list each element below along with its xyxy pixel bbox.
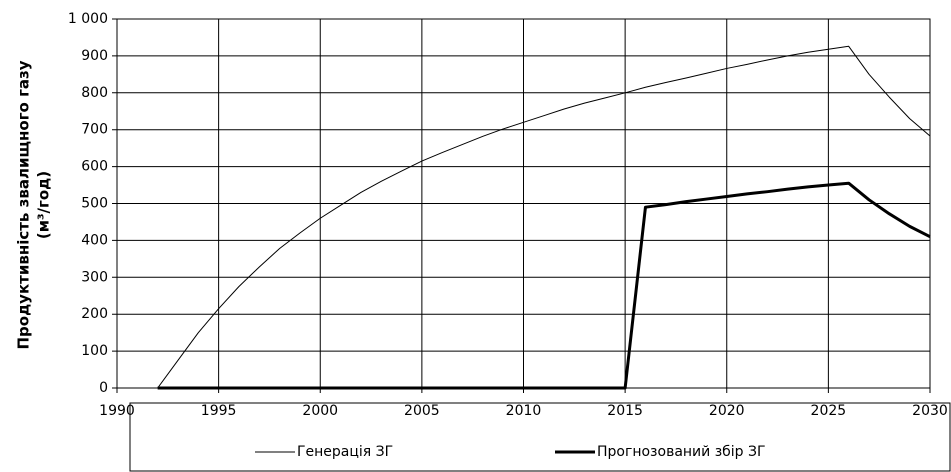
series-line <box>157 181 931 390</box>
y-label: Продуктивність звалищного газу <box>15 60 33 349</box>
y-tick-label: 800 <box>81 85 108 101</box>
y-tick-label: 100 <box>81 343 108 359</box>
x-tick-label: 2025 <box>811 403 847 419</box>
legend-label: Прогнозований збір ЗГ <box>597 444 766 460</box>
y-tick-label: 200 <box>81 306 108 322</box>
y-tick-label: 0 <box>99 380 108 396</box>
x-tick-label: 1995 <box>201 403 237 419</box>
y-tick-label: 700 <box>81 122 108 138</box>
x-tick-label: 2000 <box>302 403 338 419</box>
x-tick-label: 2015 <box>607 403 643 419</box>
legend-label: Генерація ЗГ <box>297 444 393 460</box>
y-tick-label: 1 000 <box>68 11 108 27</box>
y-tick-label: 300 <box>81 269 108 285</box>
x-tick-label: 2020 <box>709 403 745 419</box>
x-tick-label: 2005 <box>404 403 440 419</box>
y-tick-label: 500 <box>81 196 108 212</box>
series-line <box>157 45 931 389</box>
y-tick-label: 900 <box>81 48 108 64</box>
y-axis-title: Продуктивність звалищного газу (м³/год) <box>15 60 53 349</box>
x-tick-label: 1990 <box>99 403 135 419</box>
y-label-unit: (м³/год) <box>35 171 53 239</box>
legend-box <box>129 402 951 472</box>
y-tick-label: 400 <box>81 232 108 248</box>
x-tick-label: 2030 <box>912 403 948 419</box>
y-tick-label: 600 <box>81 159 108 175</box>
x-tick-label: 2010 <box>506 403 542 419</box>
